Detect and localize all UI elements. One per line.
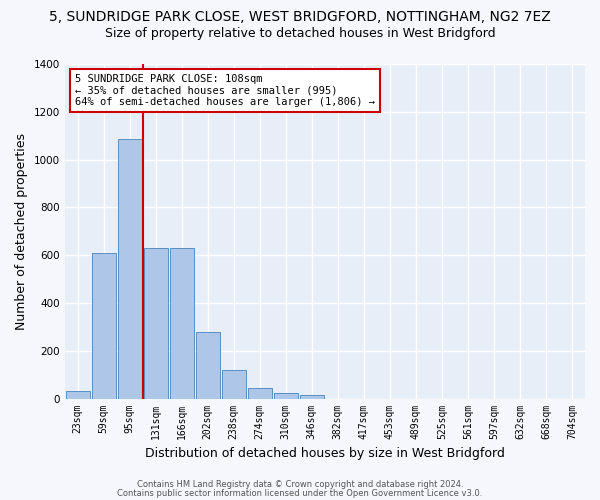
Bar [196, 332, 220, 398]
Bar [248, 388, 272, 398]
Bar [118, 140, 142, 398]
Bar [300, 395, 324, 398]
Text: Contains HM Land Registry data © Crown copyright and database right 2024.: Contains HM Land Registry data © Crown c… [137, 480, 463, 489]
Text: Size of property relative to detached houses in West Bridgford: Size of property relative to detached ho… [104, 28, 496, 40]
Bar [170, 248, 194, 398]
Text: 5, SUNDRIDGE PARK CLOSE, WEST BRIDGFORD, NOTTINGHAM, NG2 7EZ: 5, SUNDRIDGE PARK CLOSE, WEST BRIDGFORD,… [49, 10, 551, 24]
Text: 5 SUNDRIDGE PARK CLOSE: 108sqm
← 35% of detached houses are smaller (995)
64% of: 5 SUNDRIDGE PARK CLOSE: 108sqm ← 35% of … [75, 74, 375, 107]
Bar [222, 370, 246, 398]
Bar [92, 253, 116, 398]
X-axis label: Distribution of detached houses by size in West Bridgford: Distribution of detached houses by size … [145, 447, 505, 460]
Bar [144, 248, 167, 398]
Text: Contains public sector information licensed under the Open Government Licence v3: Contains public sector information licen… [118, 488, 482, 498]
Bar [66, 392, 89, 398]
Y-axis label: Number of detached properties: Number of detached properties [15, 133, 28, 330]
Bar [274, 392, 298, 398]
